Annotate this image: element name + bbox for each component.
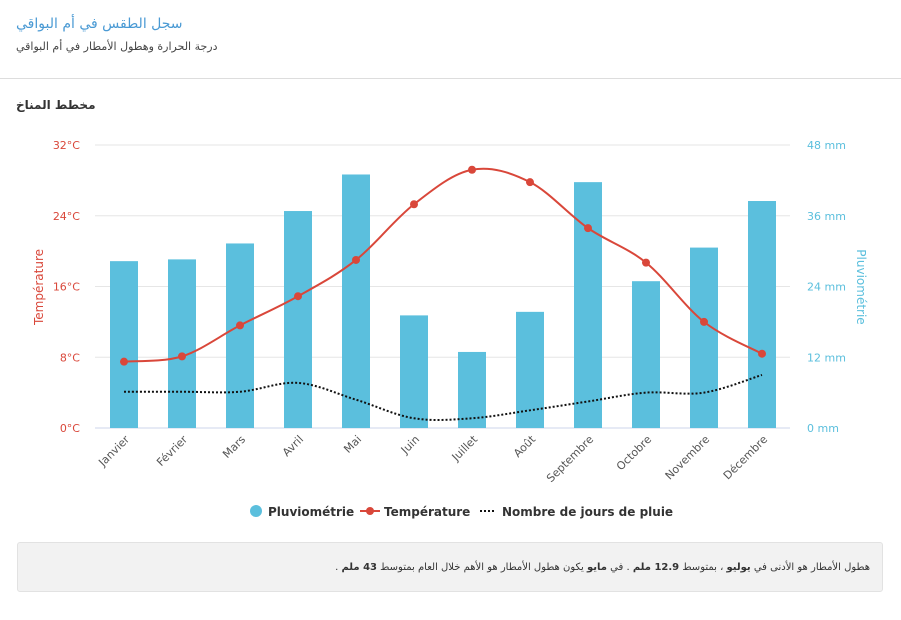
temperature-point xyxy=(758,349,766,358)
page-header: سجل الطقس في أم البواقي درجة الحرارة وهط… xyxy=(16,16,218,53)
temperature-point xyxy=(584,224,592,233)
temperature-point xyxy=(178,352,186,361)
page-subtitle: درجة الحرارة وهطول الأمطار في أم البواقي xyxy=(16,40,218,53)
note-text: . xyxy=(335,562,342,573)
legend-days-label: Nombre de jours de pluie xyxy=(502,505,673,519)
temperature-point xyxy=(700,317,708,326)
legend-rain-marker xyxy=(250,505,262,517)
rain-bar xyxy=(284,211,312,428)
x-tick-label: Avril xyxy=(280,433,306,459)
x-tick-label: Août xyxy=(511,432,539,460)
note-text: ، بمتوسط xyxy=(679,562,727,573)
note-text: هطول الأمطار هو الأدنى في xyxy=(750,562,870,573)
rain-bar xyxy=(226,243,254,428)
legend-temp-marker xyxy=(366,507,374,515)
rain-bar xyxy=(516,311,544,428)
y-left-tick: 32°C xyxy=(53,139,80,152)
y-right-tick: 36 mm xyxy=(807,210,846,223)
divider xyxy=(0,78,901,79)
rain-bar xyxy=(168,259,196,428)
y-right-tick: 24 mm xyxy=(807,281,846,294)
rain-summary-note: هطول الأمطار هو الأدنى في يوليو ، بمتوسط… xyxy=(17,542,883,592)
rain-days-line xyxy=(124,373,763,421)
climate-chart: 0°C 0 mm 8°C 12 mm 16°C 24 mm 24°C 36 mm 32°C 48 … xyxy=(32,139,868,519)
rain-bar xyxy=(690,247,718,428)
x-tick-label: Octobre xyxy=(614,433,654,473)
temperature-point xyxy=(410,200,418,209)
note-min-month: يوليو xyxy=(726,562,751,573)
y-left-label: Température xyxy=(32,249,46,326)
y-left-tick: 8°C xyxy=(60,351,80,364)
temperature-point xyxy=(526,178,534,187)
rain-bar xyxy=(400,315,428,428)
page-title[interactable]: سجل الطقس في أم البواقي xyxy=(16,16,183,32)
legend-rain-label: Pluviométrie xyxy=(268,505,354,519)
rain-bar xyxy=(342,174,370,428)
temperature-line xyxy=(123,167,763,363)
y-right-label: Pluviométrie xyxy=(854,249,868,324)
note-max-value: 43 ملم xyxy=(341,562,377,573)
y-right-tick: 12 mm xyxy=(807,351,846,364)
x-tick-label: Mars xyxy=(220,433,248,461)
rain-bar xyxy=(632,281,660,428)
x-tick-label: Janvier xyxy=(95,433,132,470)
rain-bar xyxy=(110,261,138,428)
x-tick-label: Juin xyxy=(398,433,422,457)
x-tick-label: Septembre xyxy=(544,433,596,485)
rain-bar xyxy=(748,201,776,428)
temperature-point xyxy=(236,321,244,330)
note-min-value: 12.9 ملم xyxy=(632,562,680,573)
y-right-tick: 0 mm xyxy=(807,422,839,435)
temperature-point xyxy=(468,165,476,174)
section-title: مخطط المناخ xyxy=(16,98,96,112)
legend-temp-label: Température xyxy=(384,505,470,519)
x-tick-label: Décembre xyxy=(721,433,771,483)
x-tick-label: Juillet xyxy=(449,432,481,464)
note-text: يكون هطول الأمطار هو الأهم خلال العام بم… xyxy=(376,562,588,573)
x-tick-label: Février xyxy=(154,433,190,469)
rain-bar xyxy=(458,351,486,428)
y-left-tick: 24°C xyxy=(53,210,80,223)
temperature-point xyxy=(642,258,650,267)
note-text: . في xyxy=(607,562,633,573)
temperature-point xyxy=(120,357,128,366)
temperature-point xyxy=(352,255,360,264)
y-right-tick: 48 mm xyxy=(807,139,846,152)
temperature-point xyxy=(294,292,302,301)
y-left-tick: 0°C xyxy=(60,422,80,435)
x-tick-label: Mai xyxy=(341,433,364,456)
note-max-month: مايو xyxy=(587,562,607,573)
y-left-tick: 16°C xyxy=(53,281,80,294)
rain-bar xyxy=(574,182,602,428)
x-tick-label: Novembre xyxy=(663,433,713,483)
